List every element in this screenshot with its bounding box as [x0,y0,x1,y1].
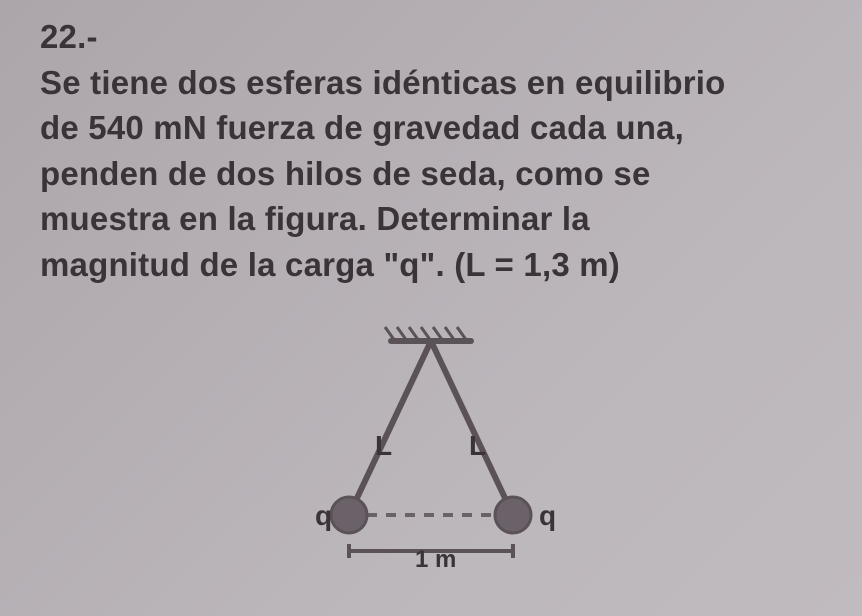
pendulum-diagram: L L q q 1 m [271,315,591,575]
problem-block: 22.- Se tiene dos esferas idénticas en e… [40,14,822,287]
sphere-left [331,497,367,533]
label-L-left: L [375,430,392,461]
text-line: penden de dos hilos de seda, como se [40,155,651,192]
text-line: muestra en la figura. Determinar la [40,200,590,237]
label-L-right: L [469,430,486,461]
problem-number: 22.- [40,14,112,60]
label-q-right: q [539,500,556,531]
problem-text: Se tiene dos esferas idénticas en equili… [40,60,746,288]
figure-container: L L q q 1 m [40,315,822,575]
exercise-page: 22.- Se tiene dos esferas idénticas en e… [0,0,862,616]
text-line: magnitud de la carga "q". (L = 1,3 m) [40,246,620,283]
label-q-left: q [315,500,332,531]
label-distance: 1 m [415,546,456,573]
thread-right [431,341,513,515]
sphere-right [495,497,531,533]
text-line: de 540 mN fuerza de gravedad cada una, [40,109,684,146]
thread-left [349,341,431,515]
text-line: Se tiene dos esferas idénticas en equili… [40,64,726,101]
